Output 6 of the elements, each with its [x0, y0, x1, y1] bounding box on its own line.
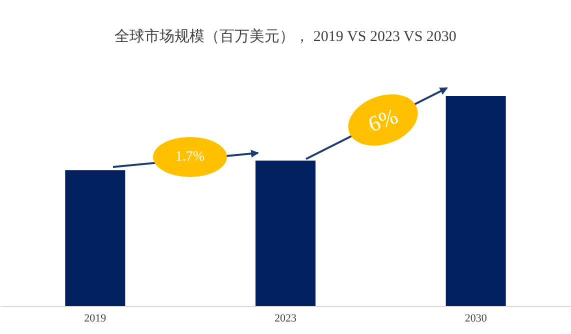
annotation: 1.7% [175, 150, 205, 164]
x-tick-label: 2030 [464, 312, 488, 324]
x-tick-label: 2019 [84, 312, 107, 324]
chart-title: 全球市场规模（百万美元）， 2019 VS 2023 VS 2030 [114, 28, 456, 45]
x-tick-label: 2023 [274, 312, 297, 324]
annotation: 6% [364, 103, 402, 137]
